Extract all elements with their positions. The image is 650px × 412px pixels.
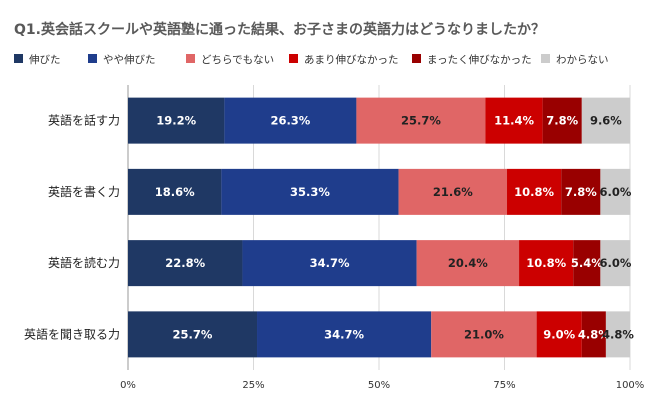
bar-segment [507, 168, 562, 215]
bar-segment [242, 240, 417, 287]
bar-segment [128, 97, 225, 144]
category-label: 英語を読む力 [48, 255, 120, 270]
data-label: 26.3% [270, 114, 310, 128]
data-label: 7.8% [546, 114, 578, 128]
bar-segment [224, 97, 357, 144]
bars: 19.2% 26.3% 25.7% 11.4% 7.8% 9.6% 18.6% 35.3% 21… [128, 97, 634, 358]
data-label: 35.3% [290, 185, 330, 199]
legend-label: やや伸びた [103, 54, 156, 66]
bar-segment [128, 168, 222, 215]
data-label: 9.6% [590, 114, 622, 128]
bar-segment [128, 311, 258, 358]
x-axis-ticks: 0% 25% 50% 75% 100% [120, 380, 644, 391]
legend-swatch [541, 54, 550, 63]
bar-segment [536, 311, 582, 358]
bar-segment [561, 168, 601, 215]
bar-segment [485, 97, 543, 144]
legend-swatch [14, 54, 23, 63]
legend-swatch [186, 54, 195, 63]
x-tick-label: 25% [242, 380, 264, 391]
data-label: 4.8% [578, 327, 610, 341]
data-label: 25.7% [401, 114, 441, 128]
data-label: 20.4% [448, 256, 488, 270]
bar-segment [581, 311, 606, 358]
bar-segment [356, 97, 486, 144]
legend-label: どちらでもない [201, 54, 274, 66]
data-label: 11.4% [494, 114, 534, 128]
data-label: 18.6% [155, 185, 195, 199]
bar-segment [519, 240, 574, 287]
data-label: 6.0% [599, 256, 631, 270]
x-tick-label: 0% [120, 380, 136, 391]
data-label: 4.8% [602, 327, 634, 341]
data-label: 22.8% [165, 256, 205, 270]
legend-label: あまり伸びなかった [304, 54, 399, 66]
bar-segment [542, 97, 582, 144]
bar-segment [257, 311, 432, 358]
x-tick-label: 100% [616, 380, 645, 391]
legend-label: まったく伸びなかった [427, 54, 532, 66]
bar-segment [221, 168, 399, 215]
data-label: 34.7% [310, 256, 350, 270]
legend: 伸びた やや伸びた どちらでもない あまり伸びなかった まったく伸びなかった わからない [14, 54, 609, 66]
data-label: 10.8% [526, 256, 566, 270]
legend-swatch [88, 54, 97, 63]
legend-label: 伸びた [29, 54, 61, 66]
bar-segment [605, 311, 630, 358]
data-label: 5.4% [571, 256, 603, 270]
legend-label: わからない [556, 54, 609, 66]
data-label: 9.0% [543, 327, 575, 341]
bar-segment [600, 240, 631, 287]
data-label: 21.0% [464, 327, 504, 341]
x-tick-label: 75% [493, 380, 515, 391]
bar-segment [600, 168, 631, 215]
bar-segment [581, 97, 630, 144]
bar-segment [573, 240, 601, 287]
chart-title: Q1.英会話スクールや英語塾に通った結果、お子さまの英語力はどうなりましたか？ [14, 21, 545, 38]
category-label: 英語を聞き取る力 [24, 326, 120, 341]
x-tick-label: 50% [368, 380, 390, 391]
bar-segment [416, 240, 520, 287]
data-label: 10.8% [514, 185, 554, 199]
legend-swatch [289, 54, 298, 63]
data-label: 34.7% [324, 327, 364, 341]
data-label: 21.6% [433, 185, 473, 199]
bar-segment [431, 311, 537, 358]
data-label: 7.8% [565, 185, 597, 199]
data-label: 6.0% [599, 185, 631, 199]
category-label: 英語を書く力 [48, 184, 120, 199]
category-label: 英語を話す力 [48, 113, 120, 128]
data-label: 25.7% [173, 327, 213, 341]
legend-swatch [412, 54, 421, 63]
data-label: 19.2% [156, 114, 196, 128]
bar-segment [128, 240, 243, 287]
bar-segment [398, 168, 508, 215]
